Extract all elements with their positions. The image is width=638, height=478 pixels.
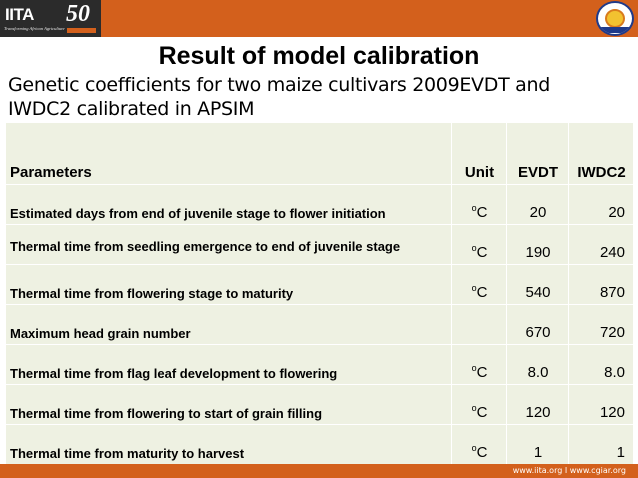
table-row: Thermal time from flowering to start of …	[5, 384, 634, 425]
footer-bar: www.iita.org I www.cgiar.org	[0, 464, 638, 478]
evdt-cell: 20	[506, 184, 569, 225]
evdt-cell: 120	[506, 384, 569, 425]
header-bar: IITA 50 Transforming African Agriculture	[0, 0, 638, 37]
logo-anniversary: 50	[66, 1, 90, 27]
parameter-cell: Thermal time from flowering stage to mat…	[5, 264, 452, 305]
parameter-cell: Estimated days from end of juvenile stag…	[5, 184, 452, 225]
logo-years-band	[67, 28, 96, 33]
table-row: Thermal time from seedling emergence to …	[5, 224, 634, 265]
table-row: Thermal time from maturity to harvest oC…	[5, 424, 634, 465]
institution-emblem-icon	[596, 1, 634, 36]
iwdc2-cell: 870	[568, 264, 634, 305]
parameter-cell: Thermal time from flowering to start of …	[5, 384, 452, 425]
emblem-ribbon	[601, 27, 629, 33]
unit-cell: oC	[451, 264, 507, 305]
evdt-cell: 1	[506, 424, 569, 465]
header-unit: Unit	[451, 122, 507, 185]
table-row: Thermal time from flag leaf development …	[5, 344, 634, 385]
logo-text: IITA	[5, 5, 34, 24]
iwdc2-cell: 1	[568, 424, 634, 465]
evdt-cell: 540	[506, 264, 569, 305]
unit-cell: oC	[451, 384, 507, 425]
logo-tagline: Transforming African Agriculture	[4, 26, 65, 31]
parameter-cell: Thermal time from maturity to harvest	[5, 424, 452, 465]
evdt-cell: 670	[506, 304, 569, 345]
iwdc2-cell: 120	[568, 384, 634, 425]
parameter-cell: Thermal time from seedling emergence to …	[5, 224, 452, 265]
header-parameters: Parameters	[5, 122, 452, 185]
parameter-cell: Maximum head grain number	[5, 304, 452, 345]
header-iwdc2: IWDC2	[568, 122, 634, 185]
table-row: Maximum head grain number 670 720	[5, 304, 634, 345]
parameter-cell: Thermal time from flag leaf development …	[5, 344, 452, 385]
iwdc2-cell: 720	[568, 304, 634, 345]
unit-cell: oC	[451, 224, 507, 265]
evdt-cell: 190	[506, 224, 569, 265]
table-header-row: Parameters Unit EVDT IWDC2	[5, 122, 634, 185]
unit-cell: oC	[451, 424, 507, 465]
iwdc2-cell: 20	[568, 184, 634, 225]
header-evdt: EVDT	[506, 122, 569, 185]
slide-subtitle: Genetic coefficients for two maize culti…	[8, 74, 550, 120]
slide-title: Result of model calibration	[158, 42, 480, 70]
iwdc2-cell: 240	[568, 224, 634, 265]
unit-cell: oC	[451, 344, 507, 385]
evdt-cell: 8.0	[506, 344, 569, 385]
table-row: Thermal time from flowering stage to mat…	[5, 264, 634, 305]
unit-cell	[451, 304, 507, 345]
emblem-center	[605, 9, 625, 28]
unit-cell: oC	[451, 184, 507, 225]
iita-logo: IITA 50 Transforming African Agriculture	[0, 0, 101, 37]
footer-links[interactable]: www.iita.org I www.cgiar.org	[512, 466, 626, 475]
table-row: Estimated days from end of juvenile stag…	[5, 184, 634, 225]
iwdc2-cell: 8.0	[568, 344, 634, 385]
parameters-table: Parameters Unit EVDT IWDC2 Estimated day…	[5, 122, 634, 465]
